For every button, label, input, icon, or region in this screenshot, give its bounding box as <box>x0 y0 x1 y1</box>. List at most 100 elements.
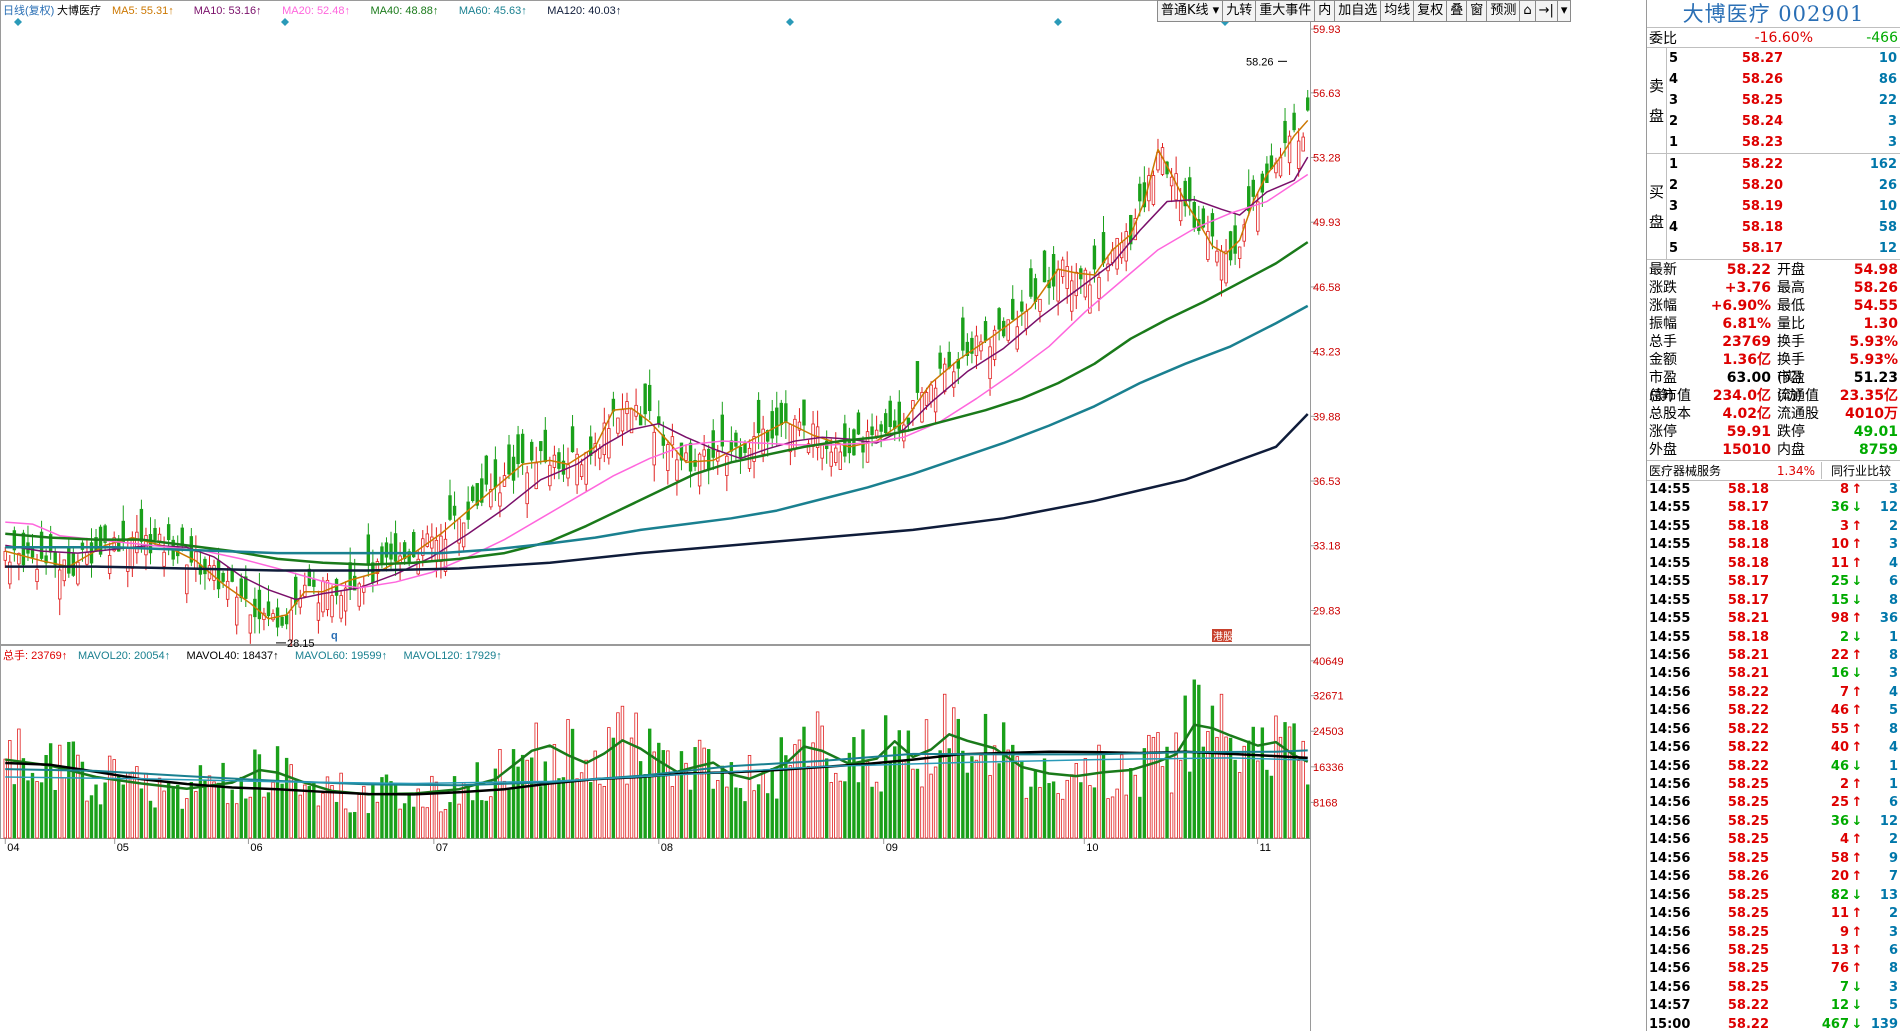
toolbar-button-1[interactable]: 九转 <box>1223 0 1257 22</box>
tick-volume: 46 <box>1830 703 1849 719</box>
order-price: 58.27 <box>1741 51 1783 66</box>
volume-bar <box>17 728 21 839</box>
tick-row: 14:56 58.25 4 ↑ 2 <box>1647 831 1900 849</box>
industry-name[interactable]: 医疗器械服务 <box>1649 464 1722 478</box>
volume-bar <box>416 788 420 839</box>
tick-time: 14:56 <box>1649 887 1691 903</box>
volume-bar <box>756 784 761 839</box>
volume-bar <box>883 715 888 839</box>
toolbar-button-8[interactable]: 窗 <box>1467 0 1488 22</box>
toolbar-button-5[interactable]: 均线 <box>1381 0 1415 22</box>
tick-time: 14:56 <box>1649 740 1691 756</box>
toolbar-button-3[interactable]: 内 <box>1315 0 1336 22</box>
volume-bar <box>666 750 670 839</box>
toolbar-button-7[interactable]: 叠 <box>1447 0 1468 22</box>
volume-bar <box>316 805 321 839</box>
volume-bar <box>1042 758 1047 839</box>
volume-bar <box>947 748 951 839</box>
arrow-up-icon: ↑ <box>1851 537 1863 553</box>
volume-bar <box>266 792 271 839</box>
volume-bar <box>1142 748 1147 839</box>
tick-price: 58.25 <box>1727 924 1769 940</box>
volume-bar <box>743 801 747 839</box>
volume-legend-item: MAVOL60: 19599↑ <box>295 650 387 662</box>
order-level: 4 <box>1669 220 1679 235</box>
toolbar-button-9[interactable]: 预测 <box>1487 0 1521 22</box>
volume-bar <box>911 768 915 839</box>
volume-bar <box>856 782 861 839</box>
quote-panel: 大博医疗 002901 委比 -16.60% -466 卖 盘 5 58.27 10… <box>1646 0 1900 1031</box>
order-level: 1 <box>1669 157 1679 172</box>
volume-bar <box>185 798 189 839</box>
volume-bar <box>62 777 66 839</box>
toolbar-button-2[interactable]: 重大事件 <box>1256 0 1316 22</box>
ma-legend-item: MA40: 48.88↑ <box>371 5 439 17</box>
volume-bar <box>579 772 584 839</box>
tick-price: 58.17 <box>1727 574 1769 590</box>
volume-bar <box>194 791 198 839</box>
tick-time: 15:00 <box>1649 1016 1691 1031</box>
industry-compare-link[interactable]: 同行业比较 <box>1821 462 1900 479</box>
arrow-up-icon: ↑ <box>1851 906 1863 922</box>
home-icon[interactable]: ⌂ <box>1520 0 1536 22</box>
toolbar-button-0[interactable]: 普通K线 ▾ <box>1157 0 1224 22</box>
tick-count: 139 <box>1870 1016 1898 1031</box>
candle-body <box>475 483 479 506</box>
volume-bar <box>697 739 702 839</box>
weibi-diff: -466 <box>1866 29 1898 46</box>
candle-body <box>761 428 765 455</box>
candle-body <box>1070 280 1074 312</box>
quote-cell: 量比 <box>1777 316 1805 332</box>
candle-body <box>602 422 607 456</box>
tick-time: 14:56 <box>1649 832 1691 848</box>
volume-bar <box>716 780 720 839</box>
candle-body <box>525 472 529 505</box>
volume-tick-label: 16336 <box>1313 762 1344 774</box>
tick-count: 6 <box>1888 942 1898 958</box>
volume-bar <box>557 778 561 839</box>
tick-row: 14:56 58.25 76 ↑ 8 <box>1647 960 1900 978</box>
tick-count: 2 <box>1888 832 1898 848</box>
volume-legend-item: MAVOL20: 20054↑ <box>78 650 170 662</box>
tick-volume: 98 <box>1830 611 1849 627</box>
candle-body <box>1060 259 1065 277</box>
price-tick-label: 43.23 <box>1313 347 1341 359</box>
volume-bar <box>89 795 94 839</box>
volume-bar <box>720 765 725 839</box>
candle-body <box>1215 250 1219 263</box>
order-volume: 26 <box>1878 178 1897 193</box>
tick-time: 14:56 <box>1649 813 1691 829</box>
volume-bar <box>339 772 343 839</box>
candle-body <box>1287 135 1292 164</box>
buy-order-row: 1 58.22 162 <box>1667 154 1900 175</box>
volume-bar <box>71 741 76 839</box>
candle-body <box>598 448 602 459</box>
candle-body <box>289 609 293 641</box>
candle-body <box>112 537 116 552</box>
more-icon[interactable]: ▾ <box>1557 0 1572 22</box>
tick-price: 58.17 <box>1727 500 1769 516</box>
tick-volume: 36 <box>1830 500 1849 516</box>
volume-bar <box>793 744 797 839</box>
volume-bar <box>176 784 180 839</box>
candle-body <box>1092 245 1097 270</box>
toolbar-button-6[interactable]: 复权 <box>1414 0 1448 22</box>
volume-bar <box>398 808 402 839</box>
tick-time: 14:55 <box>1649 592 1691 608</box>
volume-bar <box>1088 785 1092 839</box>
candle-body <box>770 411 774 439</box>
volume-bar <box>480 800 484 839</box>
candle-body <box>248 614 253 634</box>
toolbar-button-4[interactable]: 加自选 <box>1335 0 1382 22</box>
candle-body <box>929 384 933 403</box>
end-icon[interactable]: →| <box>1535 0 1558 22</box>
order-volume: 3 <box>1887 114 1897 129</box>
tick-row: 14:56 58.25 2 ↑ 1 <box>1647 776 1900 794</box>
tick-row: 14:56 58.25 13 ↑ 6 <box>1647 942 1900 960</box>
volume-bar <box>820 725 824 839</box>
candle-body <box>480 478 484 503</box>
quote-row: 市盈(静) 63.00 市盈(动) 51.23 <box>1647 369 1900 404</box>
volume-legend-item: MAVOL40: 18437↑ <box>187 650 279 662</box>
arrow-down-icon: ↓ <box>1851 574 1863 590</box>
quote-cell: 涨幅 <box>1649 298 1677 314</box>
